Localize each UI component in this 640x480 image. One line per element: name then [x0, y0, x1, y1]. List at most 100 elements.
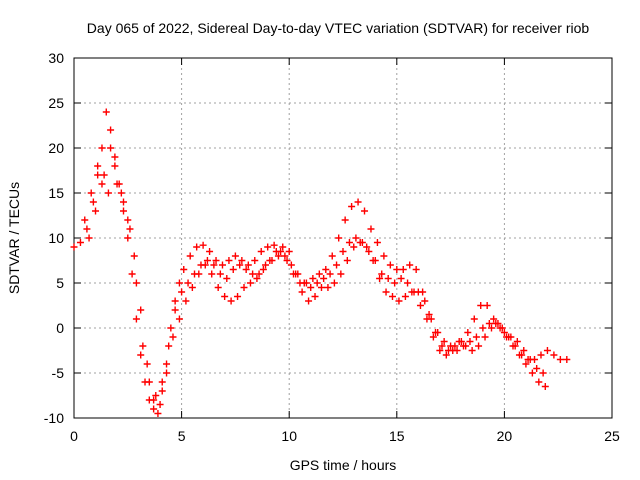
data-point: [107, 126, 115, 134]
data-point: [229, 266, 237, 273]
data-point: [317, 284, 325, 291]
data-point: [199, 241, 207, 249]
data-point: [124, 234, 132, 242]
data-point: [328, 252, 336, 260]
data-point: [320, 275, 328, 282]
y-axis-label: SDTVAR / TECUs: [6, 182, 22, 294]
data-point: [145, 378, 153, 386]
data-point: [455, 338, 463, 345]
data-point: [150, 405, 158, 413]
data-point: [154, 410, 162, 417]
data-point: [227, 297, 235, 305]
data-point: [216, 270, 224, 278]
data-point: [126, 225, 134, 233]
data-point: [163, 360, 171, 368]
data-point: [404, 279, 412, 287]
data-point: [382, 288, 390, 296]
y-tick-label: -10: [44, 410, 64, 426]
data-point: [169, 333, 177, 341]
data-point: [550, 351, 558, 359]
data-point: [234, 293, 242, 300]
data-point: [178, 288, 186, 296]
data-point: [212, 257, 220, 264]
data-point: [330, 279, 338, 287]
data-point: [83, 225, 91, 233]
series-trace-0: [70, 108, 549, 417]
data-point: [313, 279, 321, 287]
data-point: [436, 347, 444, 354]
data-point: [333, 261, 341, 269]
data-point: [223, 275, 231, 282]
data-point: [240, 284, 248, 291]
data-point: [447, 342, 455, 350]
data-point: [429, 333, 437, 341]
data-point: [531, 356, 539, 363]
data-point: [132, 315, 140, 323]
data-point: [221, 293, 229, 300]
data-point: [322, 266, 330, 273]
data-point: [378, 270, 386, 278]
data-point: [477, 302, 485, 309]
data-point: [440, 338, 448, 345]
data-point: [283, 257, 291, 264]
data-point: [406, 261, 414, 269]
data-point: [520, 347, 528, 354]
data-point: [236, 261, 244, 269]
y-tick-label: 0: [56, 320, 64, 336]
data-point: [343, 257, 351, 264]
data-point: [460, 342, 468, 350]
data-point: [361, 207, 369, 215]
data-point: [305, 297, 313, 305]
data-point: [468, 347, 476, 354]
data-point: [479, 324, 487, 332]
data-point: [393, 266, 401, 273]
data-point: [363, 243, 371, 251]
data-point: [373, 239, 381, 246]
data-point: [285, 248, 293, 255]
data-point: [345, 239, 353, 246]
data-point: [119, 207, 127, 215]
data-point: [156, 401, 164, 408]
y-tick-label: 15: [48, 185, 64, 201]
data-point: [253, 275, 261, 282]
data-point: [85, 234, 93, 242]
data-point: [416, 302, 424, 309]
data-point: [528, 369, 536, 377]
data-points: [70, 108, 571, 417]
data-point: [427, 315, 435, 323]
data-point: [408, 288, 416, 296]
data-point: [150, 396, 158, 404]
data-point: [485, 320, 493, 327]
data-point: [264, 243, 272, 251]
data-point: [193, 243, 201, 251]
data-point: [500, 329, 508, 336]
data-point: [563, 356, 571, 363]
data-point: [339, 248, 347, 255]
y-tick-labels: -10 -5 0 5 10 15 20 25 30: [44, 50, 64, 426]
data-point: [350, 243, 358, 251]
data-point: [401, 293, 409, 300]
data-point: [348, 203, 356, 210]
data-point: [513, 338, 521, 345]
data-point: [165, 342, 173, 350]
data-point: [481, 333, 489, 341]
data-point: [244, 261, 252, 269]
data-point: [195, 270, 203, 278]
data-point: [171, 306, 179, 314]
data-point: [324, 284, 332, 291]
data-point: [257, 248, 265, 255]
data-point: [81, 216, 89, 224]
data-point: [206, 248, 214, 255]
x-axis-label: GPS time / hours: [290, 457, 397, 473]
y-tick-label: 25: [48, 95, 64, 111]
data-point: [102, 108, 110, 116]
data-point: [225, 257, 233, 264]
data-point: [315, 270, 323, 278]
data-point: [188, 284, 196, 291]
data-point: [210, 261, 218, 269]
data-point: [119, 198, 127, 206]
data-point: [175, 315, 183, 323]
data-point: [412, 266, 420, 273]
y-tick-label: 20: [48, 140, 64, 156]
data-point: [98, 144, 106, 152]
